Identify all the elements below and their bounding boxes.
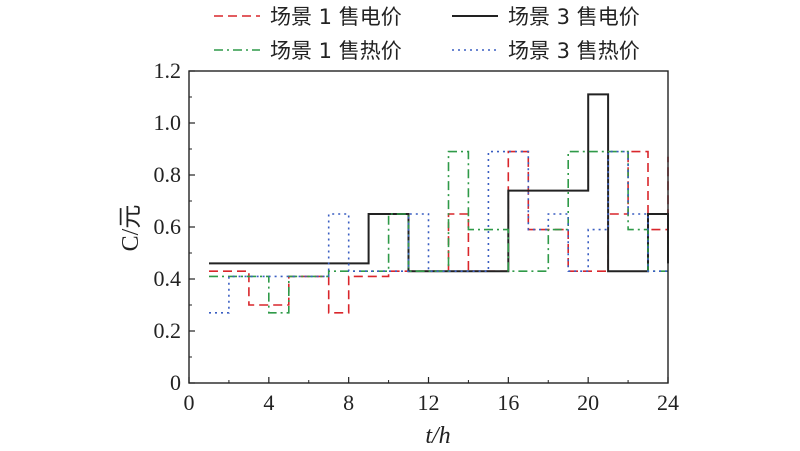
series-line-3 xyxy=(209,150,668,314)
legend-label-4: 场景 3 售热价 xyxy=(508,39,640,63)
y-axis-label: C/元 xyxy=(118,205,144,252)
y-tick-label: 0.4 xyxy=(154,266,182,291)
x-tick-label: 8 xyxy=(343,390,354,415)
legend-label-1: 场景 1 售电价 xyxy=(270,5,402,29)
y-tick-label: 1.2 xyxy=(154,58,182,83)
y-tick-label: 0.6 xyxy=(154,214,182,239)
x-tick-label: 16 xyxy=(497,390,519,415)
y-tick-label: 0 xyxy=(170,370,181,395)
x-tick-label: 4 xyxy=(263,390,274,415)
series-line-1 xyxy=(209,150,669,314)
axes: 0 4 8 12 16 20 24 0 0.2 0.4 0.6 0.8 1.0 1.2 xyxy=(154,58,680,415)
y-tick-label: 0.8 xyxy=(154,162,182,187)
y-tick-label: 1.0 xyxy=(154,110,182,135)
x-tick-label: 24 xyxy=(657,390,679,415)
series-line-2 xyxy=(209,93,669,273)
y-tick-label: 0.2 xyxy=(154,318,182,343)
series-layer xyxy=(209,93,669,314)
legend-label-3: 场景 1 售热价 xyxy=(270,39,402,63)
x-tick-label: 0 xyxy=(184,390,195,415)
x-tick-label: 12 xyxy=(418,390,440,415)
legend-label-2: 场景 3 售电价 xyxy=(508,5,640,29)
series-line-4 xyxy=(209,150,668,314)
x-tick-label: 20 xyxy=(577,390,599,415)
x-axis-label: t/h xyxy=(425,423,450,449)
